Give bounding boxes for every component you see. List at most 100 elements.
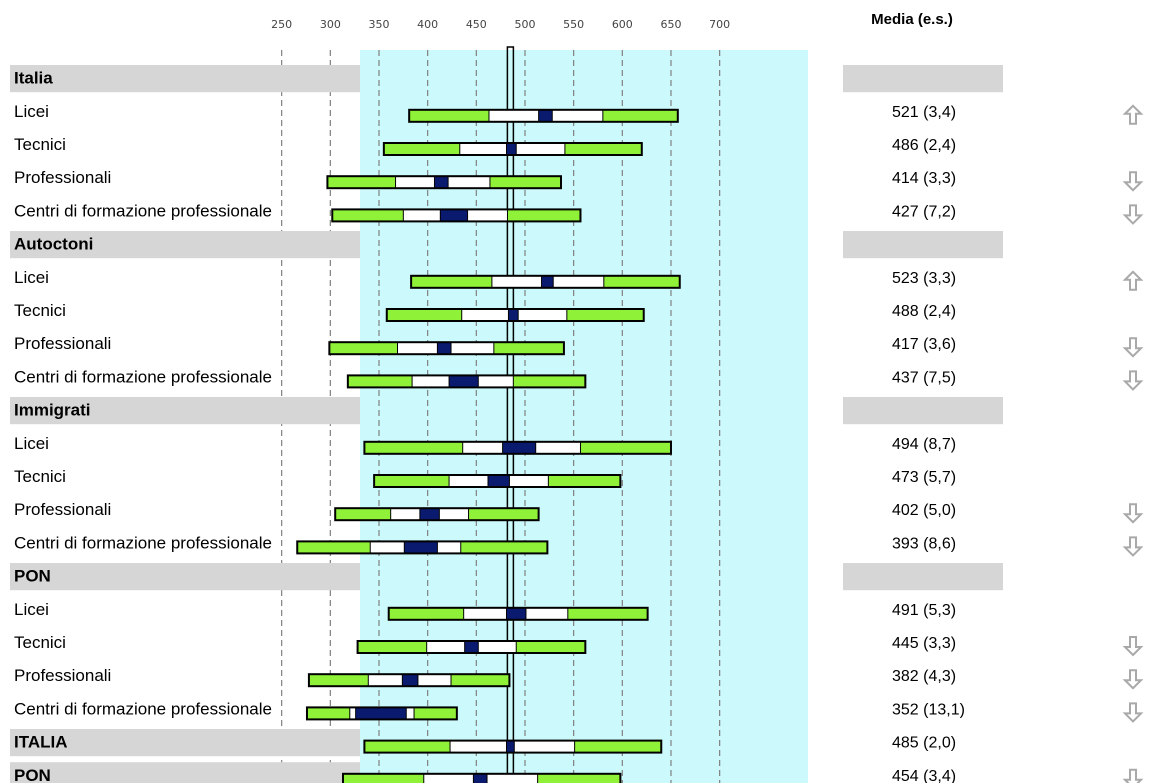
percentile-bar — [305, 706, 458, 721]
band-ci-p75 — [437, 541, 461, 554]
band-confidence-interval — [355, 707, 407, 720]
group-header-band — [10, 65, 360, 93]
bar-outline — [382, 142, 643, 156]
band-confidence-interval — [449, 375, 479, 388]
percentile-bar — [382, 142, 643, 156]
arrow-down-icon — [1122, 536, 1144, 557]
band-p25-ci — [459, 143, 507, 155]
x-tick-label: 300 — [320, 18, 341, 31]
arrow-down-icon — [1122, 702, 1144, 723]
band-confidence-interval — [473, 773, 488, 783]
group-label: Immigrati — [14, 401, 91, 420]
band-confidence-interval — [506, 607, 526, 620]
row-label: Professionali — [14, 666, 111, 685]
x-tick-label: 500 — [514, 18, 535, 31]
group-label: PON — [14, 567, 51, 586]
bar-outline — [334, 507, 540, 522]
band-p25-ci — [423, 773, 474, 783]
row-label: Professionali — [14, 500, 111, 519]
x-tick-label: 550 — [563, 18, 584, 31]
total-row-band — [10, 762, 360, 783]
band-p75-p95 — [414, 707, 457, 720]
mean-value: 486 (2,4) — [892, 137, 956, 154]
group-header-band — [10, 563, 360, 591]
band-ci-p75 — [439, 508, 469, 521]
band-confidence-interval — [538, 109, 553, 122]
bar-outline — [328, 341, 565, 356]
value-column-header: Media (e.s.) — [871, 11, 953, 28]
band-ci-p75 — [417, 674, 452, 687]
band-ci-p75 — [516, 143, 565, 155]
bar-outline — [305, 706, 458, 721]
mean-value: 485 (2,0) — [892, 735, 956, 752]
band-p5-p25 — [327, 176, 396, 189]
band-p75-p95 — [516, 641, 586, 653]
percentile-bar — [331, 208, 582, 223]
band-p5-p25 — [374, 475, 450, 487]
bar-outline — [331, 208, 582, 223]
band-confidence-interval — [437, 342, 452, 355]
band-p25-ci — [463, 607, 507, 620]
band-p25-ci — [412, 375, 450, 388]
row-label: Tecnici — [14, 467, 66, 486]
mean-value: 491 (5,3) — [892, 602, 956, 619]
bar-outline — [341, 772, 622, 783]
band-p5-p25 — [308, 674, 369, 687]
band-p75-p95 — [507, 209, 581, 222]
arrow-up-icon — [1122, 270, 1144, 291]
band-p75-p95 — [489, 176, 562, 189]
band-p5-p25 — [383, 143, 460, 155]
band-p25-ci — [349, 707, 356, 720]
arrow-down-icon — [1122, 171, 1144, 192]
arrow-down-icon — [1122, 768, 1144, 783]
x-tick-label: 700 — [709, 18, 730, 31]
row-label: Tecnici — [14, 633, 66, 652]
total-row-band — [10, 729, 360, 757]
percentile-bar — [385, 308, 645, 322]
bar-outline — [356, 640, 587, 654]
band-ci-p75 — [478, 375, 514, 388]
band-p75-p95 — [566, 309, 644, 321]
x-tick-label: 650 — [660, 18, 681, 31]
band-confidence-interval — [506, 740, 515, 753]
group-header-band-right — [843, 65, 1003, 93]
band-p75-p95 — [451, 674, 510, 687]
band-p5-p25 — [411, 275, 492, 288]
row-label: PON — [14, 766, 51, 783]
band-p75-p95 — [603, 275, 680, 288]
band-p5-p25 — [306, 707, 350, 720]
row-label: ITALIA — [14, 733, 68, 752]
group-header-band — [10, 397, 360, 425]
band-p25-ci — [488, 109, 539, 122]
band-confidence-interval — [404, 541, 438, 554]
band-p5-p25 — [335, 508, 391, 521]
mean-value: 494 (8,7) — [892, 436, 956, 453]
bar-outline — [363, 739, 663, 754]
band-p25-ci — [397, 342, 438, 355]
percentile-bar — [363, 739, 663, 754]
x-tick-label: 250 — [271, 18, 292, 31]
bar-outline — [410, 274, 681, 289]
row-label: Centri di formazione professionale — [14, 533, 272, 552]
mean-value: 382 (4,3) — [892, 668, 956, 685]
mean-value: 427 (7,2) — [892, 203, 956, 220]
band-p25-ci — [426, 641, 465, 653]
group-header-band-right — [843, 563, 1003, 591]
mean-value: 521 (3,4) — [892, 104, 956, 121]
row-label: Professionali — [14, 334, 111, 353]
x-tick-label: 600 — [612, 18, 633, 31]
band-p75-p95 — [468, 508, 539, 521]
band-ci-p75 — [478, 641, 517, 653]
band-confidence-interval — [541, 275, 554, 288]
percentile-bar — [387, 606, 649, 621]
mean-value: 417 (3,6) — [892, 336, 956, 353]
band-confidence-interval — [508, 309, 519, 321]
band-p75-p95 — [574, 740, 662, 753]
band-confidence-interval — [434, 176, 449, 189]
band-confidence-interval — [402, 674, 418, 687]
band-p5-p25 — [364, 441, 463, 454]
group-header-band — [10, 231, 360, 259]
mean-value: 488 (2,4) — [892, 303, 956, 320]
band-p25-ci — [449, 475, 489, 487]
band-confidence-interval — [506, 143, 517, 155]
